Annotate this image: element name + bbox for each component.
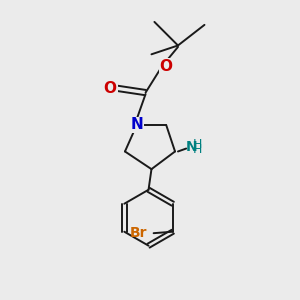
Text: O: O bbox=[160, 58, 173, 74]
Text: O: O bbox=[104, 81, 117, 96]
Text: Br: Br bbox=[130, 226, 147, 240]
Text: H: H bbox=[193, 139, 202, 152]
Text: N: N bbox=[130, 118, 143, 133]
Text: H: H bbox=[193, 143, 202, 157]
Text: N: N bbox=[185, 140, 197, 154]
